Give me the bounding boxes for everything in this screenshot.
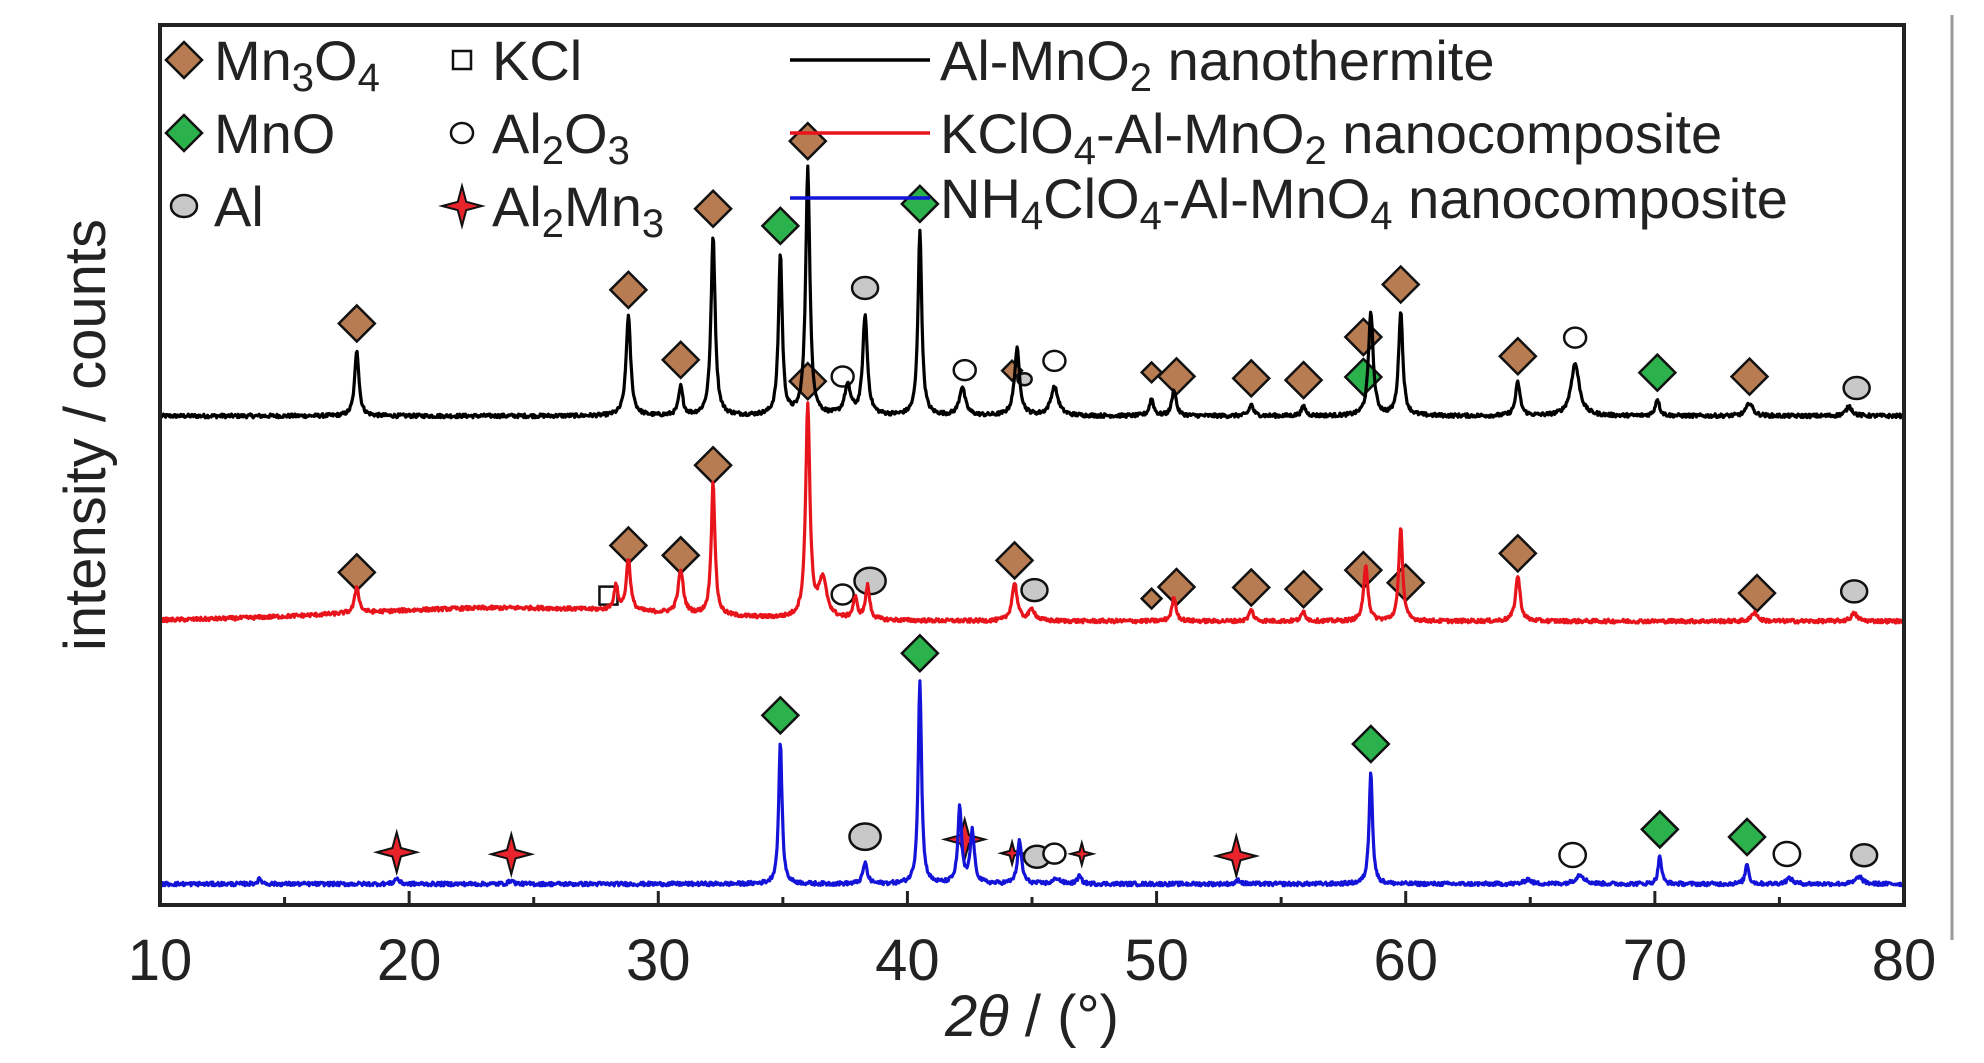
series-line-3: [160, 679, 1905, 888]
peak-marker-mn3o4-small: [1139, 586, 1164, 611]
peak-marker-al2o3: [1042, 349, 1067, 373]
peak-marker-al: [1839, 579, 1869, 604]
peak-marker-al2o3: [952, 358, 977, 382]
peak-marker-al2o3-large: [1558, 841, 1588, 869]
legend-marker-kcl: [451, 49, 473, 71]
peak-marker-mn3o4: [337, 303, 377, 344]
peak-marker-al: [1842, 375, 1871, 401]
y-axis-label: intensity / counts: [53, 219, 118, 651]
peak-marker-mn3o4: [1498, 533, 1538, 574]
peak-marker-mn3o4: [660, 340, 701, 380]
series-layer: [159, 164, 1906, 888]
peak-marker-star: [1212, 832, 1261, 880]
legend-label-al2o3: Al2O3: [492, 102, 630, 173]
peak-marker-mn3o4: [1231, 358, 1272, 399]
peak-marker-al-large: [848, 822, 882, 852]
x-tick-label: 20: [377, 928, 442, 993]
phase-marker-layer: [337, 121, 1879, 880]
x-tick-label: 40: [875, 928, 940, 993]
legend-series-label-2: KClO4-Al-MnO2 nanocomposite: [940, 102, 1722, 173]
x-tick-label: 30: [626, 928, 691, 993]
peak-marker-mn3o4: [1380, 264, 1421, 305]
peak-marker-al2o3-large: [1772, 840, 1802, 868]
peak-marker-mn3o4: [693, 189, 733, 229]
legend-marker-mno: [164, 113, 204, 153]
legend-label-star: Al2Mn3: [492, 175, 664, 246]
peak-marker-mn3o4: [1498, 336, 1538, 377]
peak-marker-al2o3: [1562, 326, 1588, 349]
legend-marker-al: [169, 193, 199, 219]
legend-label-kcl: KCl: [492, 29, 582, 92]
legend-series-label-3: NH4ClO4-Al-MnO4 nanocomposite: [940, 167, 1788, 238]
x-axis-label: 2θ / (°): [944, 984, 1119, 1049]
legend-label-mno: MnO: [214, 102, 335, 165]
series-line-2: [159, 401, 1905, 625]
peak-marker-mn3o4: [1737, 573, 1777, 613]
peak-marker-mno: [1727, 817, 1767, 857]
legend-marker-al2o3: [449, 121, 475, 145]
peak-marker-al: [850, 275, 880, 301]
peak-marker-star-small: [1066, 839, 1097, 869]
peak-marker-mn3o4: [994, 540, 1035, 581]
peak-marker-mno: [1640, 809, 1680, 850]
peak-marker-al2o3: [830, 365, 855, 388]
peak-marker-mno: [1351, 724, 1391, 764]
peak-marker-star: [487, 830, 536, 879]
peak-marker-mno: [760, 206, 801, 246]
x-axis: 10 20 30 40 50 60 70 80: [128, 891, 1937, 993]
peak-marker-mn3o4: [1231, 567, 1272, 608]
peak-marker-mn3o4: [1283, 569, 1324, 610]
x-tick-label: 80: [1872, 928, 1937, 993]
legend-marker-mn3o4: [164, 40, 204, 80]
peak-marker-mn3o4: [1283, 360, 1324, 400]
series-line-1: [159, 164, 1906, 420]
legend-series-label-1: Al-MnO2 nanothermite: [940, 29, 1494, 100]
peak-marker-al: [1020, 577, 1049, 603]
x-tick-label: 50: [1124, 928, 1189, 993]
peak-marker-mno: [760, 695, 801, 736]
peak-marker-mno: [1637, 352, 1678, 393]
peak-marker-al2o3: [1042, 842, 1067, 865]
legend-marker-star: [438, 182, 486, 230]
peak-marker-al2o3: [830, 583, 855, 606]
peak-marker-mno: [900, 633, 940, 674]
x-tick-label: 70: [1623, 928, 1688, 993]
peak-marker-al: [1849, 842, 1879, 868]
peak-marker-mn3o4: [608, 270, 649, 310]
peak-marker-mn3o4-small: [1139, 360, 1164, 385]
legend-label-mn3o4: Mn3O4: [214, 29, 380, 100]
x-tick-label: 10: [128, 928, 193, 993]
legend-label-al: Al: [214, 175, 264, 238]
x-tick-label: 60: [1373, 928, 1438, 993]
peak-marker-mn3o4: [1729, 356, 1770, 397]
peak-marker-star: [372, 828, 421, 877]
